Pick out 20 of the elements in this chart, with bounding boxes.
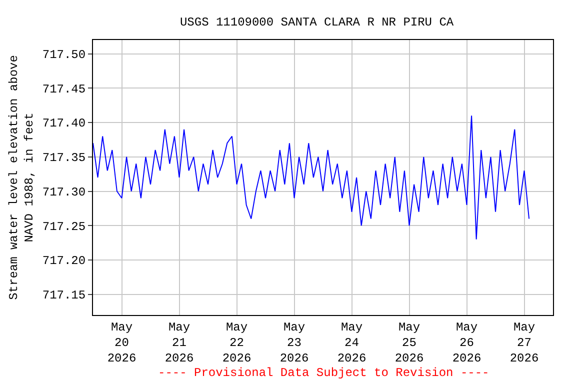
x-tick-label: May 22 2026 xyxy=(222,320,252,366)
x-tick-label: May 27 2026 xyxy=(510,320,539,366)
y-tick-label: 717.45 xyxy=(42,82,86,96)
chart-title: USGS 11109000 SANTA CLARA R NR PIRU CA xyxy=(180,16,454,30)
y-tick-label: 717.40 xyxy=(42,116,86,131)
y-axis-title: Stream water level elevation above NAVD 1988, in feet xyxy=(7,55,37,300)
x-tick-label: May 24 2026 xyxy=(337,320,366,366)
y-tick-label: 717.30 xyxy=(42,185,86,200)
x-tick-label: May 23 2026 xyxy=(280,320,309,366)
y-tick-label: 717.35 xyxy=(42,151,86,166)
y-tick-label: 717.25 xyxy=(42,220,86,234)
x-tick-label: May 26 2026 xyxy=(452,320,482,366)
x-tick-label: May 25 2026 xyxy=(394,320,424,366)
y-tick-label: 717.20 xyxy=(42,254,86,268)
y-tick-label: 717.15 xyxy=(42,288,86,303)
x-tick-label: May 20 2026 xyxy=(107,320,136,366)
y-tick-label: 717.50 xyxy=(42,48,86,62)
text: ---- Provisional Data Subject to Revision ---- xyxy=(158,366,490,380)
x-tick-label: May 21 2026 xyxy=(164,320,194,366)
line-series xyxy=(93,115,530,240)
